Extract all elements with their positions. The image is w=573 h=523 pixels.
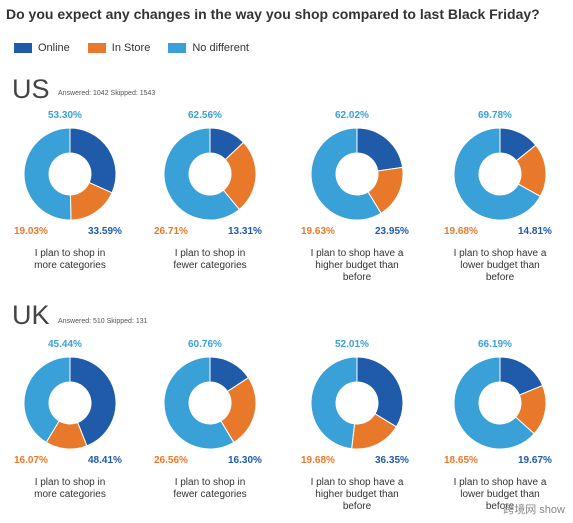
answered-skipped-us: Answered: 1042 Skipped: 1543: [58, 90, 156, 97]
pct-online-uk-1: 16.30%: [228, 455, 262, 466]
pct-online-us-0: 33.59%: [88, 226, 122, 237]
caption-uk-3: I plan to shop have a lower budget than be…: [440, 477, 560, 513]
slice-online-us-0: [69, 127, 117, 194]
caption-us-2: I plan to shop have a higher budget than b…: [297, 248, 417, 284]
caption-uk-0: I plan to shop in more categories: [10, 477, 130, 501]
pct-online-uk-0: 48.41%: [88, 455, 122, 466]
caption-uk-1: I plan to shop in fewer categories: [150, 477, 270, 501]
caption-line-1: I plan to shop in: [174, 248, 246, 259]
watermark: 跨境网 show: [503, 504, 565, 516]
caption-line-3: before: [485, 501, 515, 512]
donut-uk-1: [163, 356, 257, 450]
legend-item-online: Online: [14, 42, 70, 54]
caption-line-2: more categories: [34, 489, 106, 500]
caption-line-2: lower budget than: [460, 260, 540, 271]
pct-nodiff-us-1: 62.56%: [188, 110, 222, 121]
caption-line-2: higher budget than: [315, 489, 399, 500]
legend-swatch-online: [14, 43, 32, 53]
chart-title: Do you expect any changes in the way you…: [6, 6, 540, 22]
pct-instore-us-3: 19.68%: [444, 226, 478, 237]
legend-label-online: Online: [38, 42, 70, 54]
donut-us-1: [163, 127, 257, 221]
country-label-uk: UK: [12, 300, 50, 330]
slice-instore-us-1: [222, 141, 257, 211]
pct-online-us-3: 14.81%: [518, 226, 552, 237]
legend-item-no-different: No different: [168, 42, 249, 54]
slice-nodiff-uk-1: [163, 356, 235, 450]
slice-online-us-2: [356, 127, 404, 172]
slice-nodiff-us-1: [163, 127, 240, 221]
pct-instore-uk-1: 26.56%: [154, 455, 188, 466]
pct-online-us-2: 23.95%: [375, 226, 409, 237]
pct-instore-us-1: 26.71%: [154, 226, 188, 237]
pct-nodiff-us-0: 53.30%: [48, 110, 82, 121]
caption-line-2: higher budget than: [315, 260, 399, 271]
caption-line-2: fewer categories: [173, 260, 247, 271]
slice-nodiff-uk-2: [310, 356, 358, 450]
legend-swatch-in-store: [87, 43, 106, 53]
caption-us-1: I plan to shop in fewer categories: [150, 248, 270, 272]
pct-nodiff-uk-0: 45.44%: [48, 339, 82, 350]
slice-nodiff-uk-3: [453, 356, 535, 450]
slice-nodiff-us-3: [453, 127, 541, 221]
pct-online-us-1: 13.31%: [228, 226, 262, 237]
pct-online-uk-3: 19.67%: [518, 455, 552, 466]
donut-us-3: [453, 127, 547, 221]
pct-online-uk-2: 36.35%: [375, 455, 409, 466]
slice-nodiff-us-2: [310, 127, 382, 221]
pct-nodiff-uk-3: 66.19%: [478, 339, 512, 350]
caption-line-1: I plan to shop have a: [453, 248, 547, 259]
caption-line-1: I plan to shop in: [34, 248, 106, 259]
caption-line-1: I plan to shop have a: [310, 248, 404, 259]
pct-instore-us-2: 19.63%: [301, 226, 335, 237]
donut-us-2: [310, 127, 404, 221]
caption-line-2: lower budget than: [460, 489, 540, 500]
pct-instore-us-0: 19.03%: [14, 226, 48, 237]
donut-us-0: [23, 127, 117, 221]
caption-line-2: more categories: [34, 260, 106, 271]
caption-line-3: before: [342, 272, 372, 283]
caption-uk-2: I plan to shop have a higher budget than b…: [297, 477, 417, 513]
caption-line-1: I plan to shop have a: [453, 477, 547, 488]
legend-item-in-store: In Store: [87, 42, 151, 54]
pct-nodiff-us-3: 69.78%: [478, 110, 512, 121]
pct-instore-uk-0: 16.07%: [14, 455, 48, 466]
caption-line-3: before: [342, 501, 372, 512]
slice-online-uk-0: [69, 356, 117, 447]
slice-nodiff-us-0: [23, 127, 72, 221]
legend-label-no-different: No different: [192, 42, 249, 54]
slice-nodiff-uk-0: [23, 356, 71, 444]
caption-us-0: I plan to shop in more categories: [10, 248, 130, 272]
legend-swatch-no-different: [168, 43, 187, 53]
slice-online-uk-2: [356, 356, 404, 428]
caption-us-3: I plan to shop have a lower budget than be…: [440, 248, 560, 284]
caption-line-2: fewer categories: [173, 489, 247, 500]
pct-instore-uk-3: 18.65%: [444, 455, 478, 466]
caption-line-3: before: [485, 272, 515, 283]
country-label-us: US: [12, 74, 50, 104]
legend-label-in-store: In Store: [111, 42, 151, 54]
donut-uk-0: [23, 356, 117, 450]
legend: Online In Store No different: [14, 42, 249, 54]
pct-nodiff-uk-2: 52.01%: [335, 339, 369, 350]
slice-instore-uk-1: [220, 377, 257, 444]
donut-uk-2: [310, 356, 404, 450]
donut-uk-3: [453, 356, 547, 450]
pct-nodiff-uk-1: 60.76%: [188, 339, 222, 350]
caption-line-1: I plan to shop have a: [310, 477, 404, 488]
pct-nodiff-us-2: 62.02%: [335, 110, 369, 121]
caption-line-1: I plan to shop in: [174, 477, 246, 488]
caption-line-1: I plan to shop in: [34, 477, 106, 488]
pct-instore-uk-2: 19.68%: [301, 455, 335, 466]
answered-skipped-uk: Answered: 510 Skipped: 131: [58, 318, 148, 325]
